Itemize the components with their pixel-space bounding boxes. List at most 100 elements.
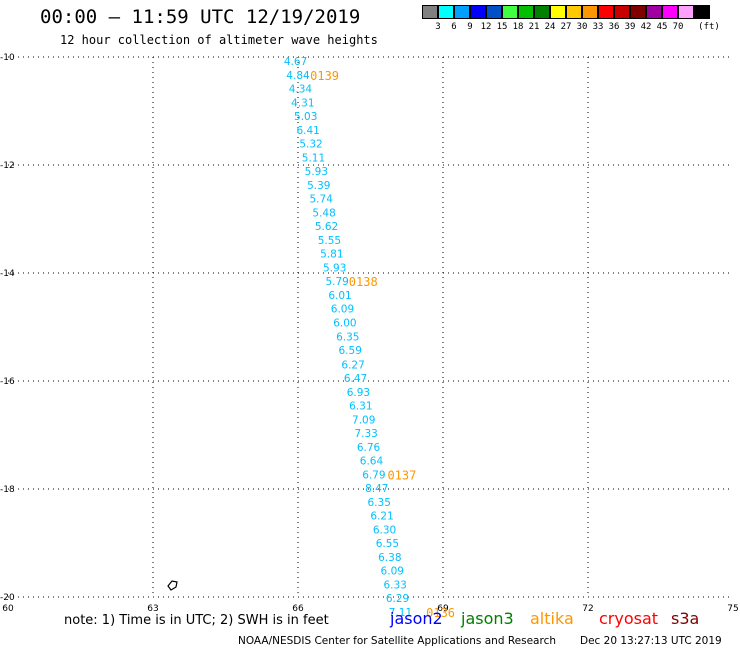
lat-tick-label: -20	[0, 593, 15, 603]
legend-label: 27	[560, 22, 572, 32]
wave-height-value: 6.79	[362, 469, 385, 481]
legend-label: 21	[528, 22, 540, 32]
legend-label: 42	[640, 22, 652, 32]
wave-height-value: 5.74	[310, 193, 334, 205]
wave-height-value: 5.55	[318, 235, 341, 247]
legend-swatch	[678, 5, 694, 19]
wave-height-value: 6.00	[333, 318, 356, 330]
satellite-jason3: jason3	[461, 609, 514, 628]
legend-label: 33	[592, 22, 604, 32]
generated-timestamp: Dec 20 13:27:13 UTC 2019	[580, 635, 722, 647]
time-label: 0139	[310, 69, 339, 83]
legend-swatch	[598, 5, 614, 19]
satellite-altika: altika	[530, 609, 574, 628]
wave-height-value: 6.59	[339, 345, 362, 357]
legend-swatch	[582, 5, 598, 19]
legend-label: 39	[624, 22, 636, 32]
time-label: 0137	[387, 468, 416, 482]
wave-height-value: 4.84	[286, 70, 310, 82]
legend-label: 12	[480, 22, 492, 32]
lat-tick-label: -12	[0, 161, 15, 171]
legend-label: 45	[656, 22, 668, 32]
wave-height-value: 4.31	[291, 97, 314, 109]
legend-swatch	[550, 5, 566, 19]
legend-swatch	[486, 5, 502, 19]
wave-height-value: 7.09	[352, 414, 375, 426]
wave-height-value: 7.11	[389, 607, 412, 619]
legend-swatch	[694, 5, 710, 19]
wave-height-value: 5.32	[299, 138, 322, 150]
wave-height-value: 6.41	[296, 125, 319, 137]
wave-height-value: 6.35	[336, 332, 359, 344]
map-title: 00:00 – 11:59 UTC 12/19/2019	[40, 6, 361, 28]
wave-height-value: 5.93	[305, 166, 328, 178]
map-grid	[8, 56, 733, 598]
wave-height-value: 6.47	[344, 373, 367, 385]
legend-label: 70	[672, 22, 684, 32]
lat-tick-label: -10	[0, 53, 15, 63]
wave-height-value: 6.35	[368, 497, 391, 509]
wave-height-value: 6.27	[341, 359, 364, 371]
wave-height-value: 5.48	[312, 208, 335, 220]
wave-height-value: 6.33	[383, 580, 406, 592]
wave-height-value: 6.01	[328, 290, 351, 302]
axis-tick-labels: 60 63 66 69 72 75 -10 -12 -14 -16 -18 -20	[0, 53, 739, 614]
legend-swatch	[518, 5, 534, 19]
wave-height-value: 6.55	[376, 538, 399, 550]
legend-label: 30	[576, 22, 588, 32]
wave-height-value: 4.67	[284, 56, 307, 68]
lon-tick-label: 66	[292, 604, 304, 614]
wave-height-value: 6.09	[381, 566, 404, 578]
wave-height-value: 5.39	[307, 180, 330, 192]
legend-label: 3	[435, 22, 441, 32]
island-outline	[167, 580, 178, 591]
legend-label: 18	[512, 22, 524, 32]
legend-swatch	[566, 5, 582, 19]
wave-height-value: 6.38	[378, 552, 401, 564]
legend-label: 15	[496, 22, 508, 32]
lon-tick-label: 60	[2, 604, 14, 614]
wave-height-value: 6.21	[370, 510, 393, 522]
lon-tick-label: 72	[582, 604, 593, 614]
legend-label: 36	[608, 22, 620, 32]
legend-swatch	[502, 5, 518, 19]
lon-tick-label: 75	[727, 604, 738, 614]
wave-height-value: 4.34	[289, 83, 313, 95]
legend-swatch	[662, 5, 678, 19]
time-label: 0136	[426, 606, 455, 620]
lon-tick-label: 63	[147, 604, 158, 614]
legend-swatch	[454, 5, 470, 19]
wave-height-value: 5.79	[325, 276, 348, 288]
wave-height-value: 5.93	[323, 263, 346, 275]
time-labels: 0139 0138 0137 0136	[310, 69, 455, 620]
wave-height-value: 5.03	[294, 111, 317, 123]
wave-height-value: 5.81	[320, 249, 343, 261]
map-subtitle: 12 hour collection of altimeter wave hei…	[60, 33, 378, 47]
wave-height-value: 8.47	[365, 483, 388, 495]
wave-height-value: 6.30	[373, 525, 396, 537]
legend-swatch	[438, 5, 454, 19]
wave-height-value: 6.31	[349, 400, 372, 412]
wave-height-value: 7.33	[354, 428, 377, 440]
legend-label: 9	[467, 22, 473, 32]
wave-height-value: 6.29	[386, 593, 409, 605]
legend-swatch	[630, 5, 646, 19]
credit-line: NOAA/NESDIS Center for Satellite Applica…	[238, 635, 556, 647]
time-label: 0138	[349, 275, 378, 289]
wave-height-value: 6.64	[360, 455, 384, 467]
legend-label: 24	[544, 22, 556, 32]
satellite-s3a: s3a	[671, 609, 700, 628]
lat-tick-label: -16	[0, 377, 15, 387]
wave-height-track: 4.67 4.844.34 4.31 5.03 6.415.32 5.11 5.93 5.39…	[284, 56, 412, 619]
legend-swatch	[470, 5, 486, 19]
legend-label: 6	[451, 22, 457, 32]
satellite-jason2: jason2	[390, 609, 443, 628]
legend-swatch	[614, 5, 630, 19]
wave-height-value: 5.11	[302, 152, 325, 164]
legend-unit: (ft)	[698, 22, 720, 32]
lat-tick-label: -18	[0, 485, 15, 495]
legend-swatch	[534, 5, 550, 19]
wave-height-value: 5.62	[315, 221, 338, 233]
wave-height-value: 6.76	[357, 442, 381, 454]
